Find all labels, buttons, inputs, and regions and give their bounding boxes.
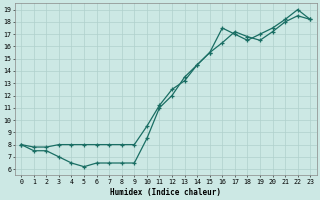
X-axis label: Humidex (Indice chaleur): Humidex (Indice chaleur) — [110, 188, 221, 197]
